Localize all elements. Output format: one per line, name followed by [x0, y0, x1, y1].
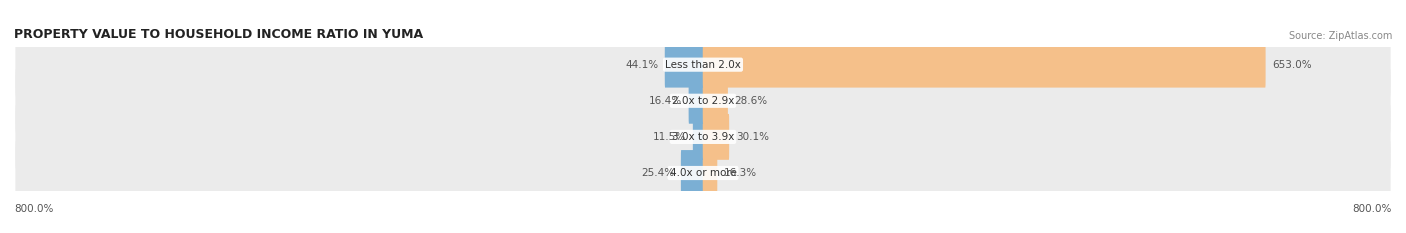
Text: 2.0x to 2.9x: 2.0x to 2.9x: [672, 96, 734, 106]
FancyBboxPatch shape: [693, 114, 703, 160]
Text: 800.0%: 800.0%: [1353, 204, 1392, 214]
FancyBboxPatch shape: [703, 42, 1265, 88]
Text: 16.3%: 16.3%: [724, 168, 756, 178]
FancyBboxPatch shape: [703, 114, 730, 160]
FancyBboxPatch shape: [15, 141, 1391, 205]
FancyBboxPatch shape: [15, 69, 1391, 132]
Text: 653.0%: 653.0%: [1272, 60, 1312, 70]
Text: 4.0x or more: 4.0x or more: [669, 168, 737, 178]
Text: 11.5%: 11.5%: [652, 132, 686, 142]
Text: 16.4%: 16.4%: [648, 96, 682, 106]
FancyBboxPatch shape: [665, 42, 703, 88]
Text: 25.4%: 25.4%: [641, 168, 675, 178]
Text: 800.0%: 800.0%: [14, 204, 53, 214]
FancyBboxPatch shape: [703, 78, 728, 124]
FancyBboxPatch shape: [703, 150, 717, 196]
FancyBboxPatch shape: [681, 150, 703, 196]
Text: 30.1%: 30.1%: [735, 132, 769, 142]
Text: PROPERTY VALUE TO HOUSEHOLD INCOME RATIO IN YUMA: PROPERTY VALUE TO HOUSEHOLD INCOME RATIO…: [14, 28, 423, 41]
Text: Source: ZipAtlas.com: Source: ZipAtlas.com: [1288, 31, 1392, 41]
Text: 28.6%: 28.6%: [734, 96, 768, 106]
Text: Less than 2.0x: Less than 2.0x: [665, 60, 741, 70]
Text: 44.1%: 44.1%: [626, 60, 658, 70]
FancyBboxPatch shape: [689, 78, 703, 124]
Text: 3.0x to 3.9x: 3.0x to 3.9x: [672, 132, 734, 142]
FancyBboxPatch shape: [15, 105, 1391, 168]
FancyBboxPatch shape: [15, 33, 1391, 96]
